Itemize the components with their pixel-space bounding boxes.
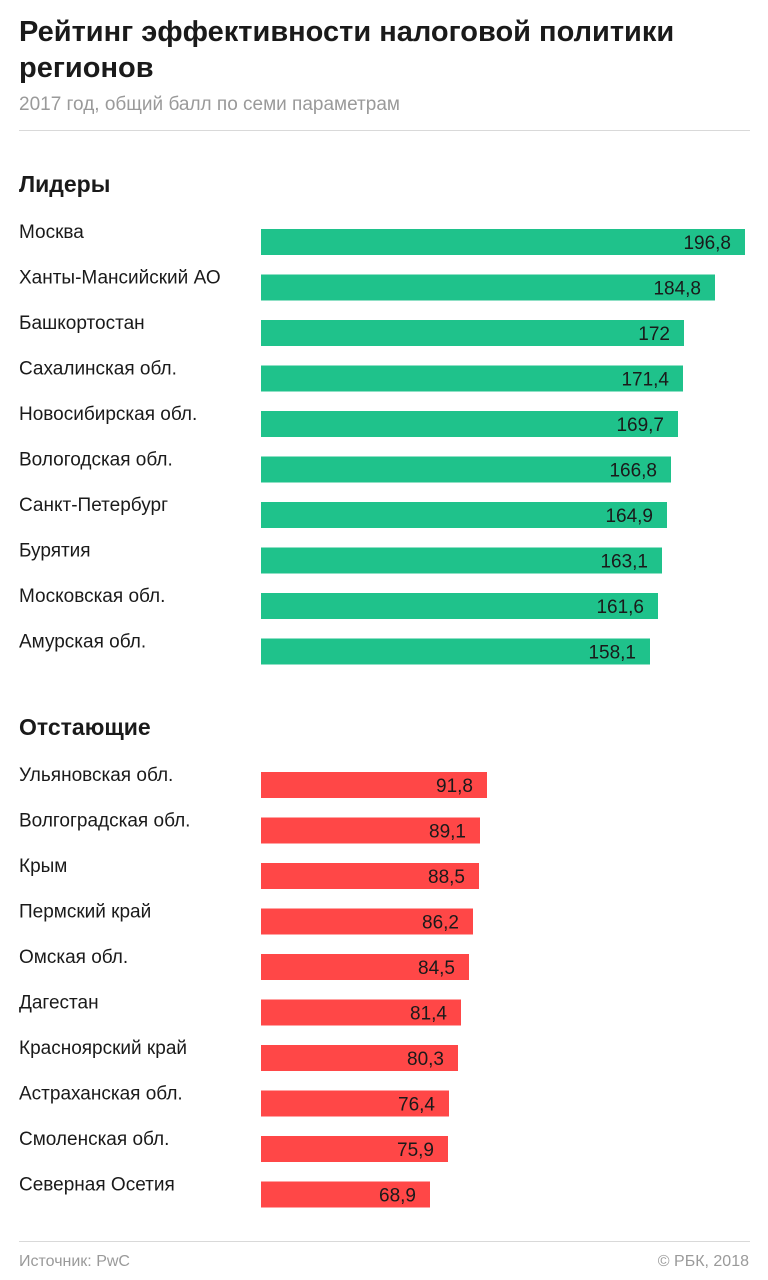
category-label: Ульяновская обл.: [19, 765, 173, 786]
source-note: Источник: PwC: [19, 1253, 130, 1270]
bar: [261, 1090, 449, 1117]
bar-chart-svg: Москва 196,8 Ханты-Мансийский АО 184,8 Башко…: [19, 222, 745, 665]
bar: [261, 365, 683, 392]
value-label: 172: [638, 324, 670, 345]
chart-subtitle: 2017 год, общий балл по семи параметрам: [19, 94, 400, 115]
category-label: Пермский край: [19, 902, 151, 923]
value-label: 80,3: [407, 1049, 444, 1070]
value-label: 84,5: [418, 958, 455, 979]
value-label: 161,6: [596, 597, 644, 618]
category-label: Башкортостан: [19, 313, 145, 334]
bar: [261, 954, 469, 980]
value-label: 86,2: [422, 913, 459, 934]
value-label: 171,4: [621, 370, 669, 391]
header-divider: [19, 130, 750, 131]
bar: [261, 274, 715, 301]
value-label: 184,8: [653, 279, 701, 300]
value-label: 76,4: [398, 1095, 435, 1116]
laggards-bar-chart: Ульяновская обл. 91,8 Волгоградская обл. 89…: [0, 761, 768, 1216]
bar: [261, 817, 480, 844]
value-label: 196,8: [683, 233, 731, 254]
category-label: Волгоградская обл.: [19, 811, 190, 832]
bar: [261, 593, 658, 619]
category-label: Вологодская обл.: [19, 450, 173, 471]
category-label: Ханты-Мансийский АО: [19, 268, 221, 289]
category-label: Крым: [19, 856, 67, 877]
category-label: Смоленская обл.: [19, 1129, 169, 1150]
category-label: Москва: [19, 222, 84, 243]
value-label: 75,9: [397, 1140, 434, 1161]
bar: [261, 229, 745, 255]
category-label: Красноярский край: [19, 1038, 187, 1059]
category-label: Новосибирская обл.: [19, 404, 197, 425]
category-label: Сахалинская обл.: [19, 359, 177, 380]
category-label: Северная Осетия: [19, 1175, 175, 1196]
chart-title: Рейтинг эффективности налоговой политики…: [19, 16, 675, 84]
value-label: 164,9: [605, 506, 653, 527]
bar: [261, 999, 461, 1026]
bar: [261, 547, 662, 574]
category-label: Московская обл.: [19, 586, 165, 607]
laggards-section-title: Отстающие: [19, 714, 151, 740]
bar: [261, 1181, 430, 1208]
bar-chart-svg: Ульяновская обл. 91,8 Волгоградская обл. 89…: [19, 765, 487, 1208]
leaders-bar-chart: Москва 196,8 Ханты-Мансийский АО 184,8 Башко…: [0, 218, 768, 673]
bar: [261, 1045, 458, 1071]
category-label: Санкт-Петербург: [19, 495, 168, 516]
value-label: 158,1: [588, 643, 636, 664]
value-label: 169,7: [616, 415, 664, 436]
value-label: 68,9: [379, 1186, 416, 1207]
bar: [261, 863, 479, 889]
value-label: 88,5: [428, 867, 465, 888]
bar: [261, 502, 667, 528]
bar: [261, 456, 671, 483]
bar: [261, 772, 487, 798]
value-label: 166,8: [609, 461, 657, 482]
category-label: Дагестан: [19, 993, 99, 1014]
bar: [261, 908, 473, 935]
bar: [261, 411, 678, 437]
copyright-note: © РБК, 2018: [657, 1253, 749, 1270]
bar: [261, 638, 650, 665]
category-label: Астраханская обл.: [19, 1084, 183, 1105]
bar: [261, 320, 684, 346]
value-label: 89,1: [429, 822, 466, 843]
category-label: Омская обл.: [19, 947, 128, 968]
category-label: Амурская обл.: [19, 632, 146, 653]
value-label: 163,1: [600, 552, 648, 573]
leaders-section-title: Лидеры: [19, 171, 111, 197]
footer-divider: [19, 1241, 750, 1242]
bar: [261, 1136, 448, 1162]
category-label: Бурятия: [19, 541, 91, 562]
value-label: 91,8: [436, 776, 473, 797]
value-label: 81,4: [410, 1004, 447, 1025]
